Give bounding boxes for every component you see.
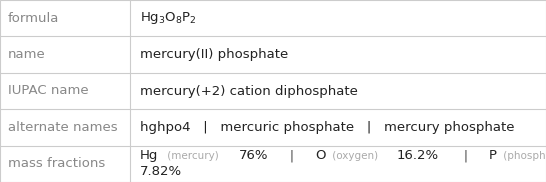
Text: O: O (315, 149, 325, 162)
Text: mass fractions: mass fractions (8, 157, 105, 170)
Text: formula: formula (8, 12, 60, 25)
Text: P: P (489, 149, 497, 162)
Text: hghpo4   |   mercuric phosphate   |   mercury phosphate: hghpo4 | mercuric phosphate | mercury ph… (140, 121, 514, 134)
Text: |: | (450, 149, 480, 162)
Text: alternate names: alternate names (8, 121, 117, 134)
Text: mercury(+2) cation diphosphate: mercury(+2) cation diphosphate (140, 84, 358, 98)
Text: 76%: 76% (239, 149, 268, 162)
Text: Hg: Hg (140, 149, 158, 162)
Text: |: | (277, 149, 306, 162)
Text: 7.82%: 7.82% (140, 165, 182, 178)
Text: $\mathregular{Hg_3O_8P_2}$: $\mathregular{Hg_3O_8P_2}$ (140, 10, 197, 26)
Text: 16.2%: 16.2% (396, 149, 438, 162)
Text: name: name (8, 48, 46, 61)
Text: (phosphorus): (phosphorus) (500, 151, 546, 161)
Text: (oxygen): (oxygen) (329, 151, 381, 161)
Text: mercury(II) phosphate: mercury(II) phosphate (140, 48, 288, 61)
Text: IUPAC name: IUPAC name (8, 84, 88, 98)
Text: (mercury): (mercury) (164, 151, 222, 161)
